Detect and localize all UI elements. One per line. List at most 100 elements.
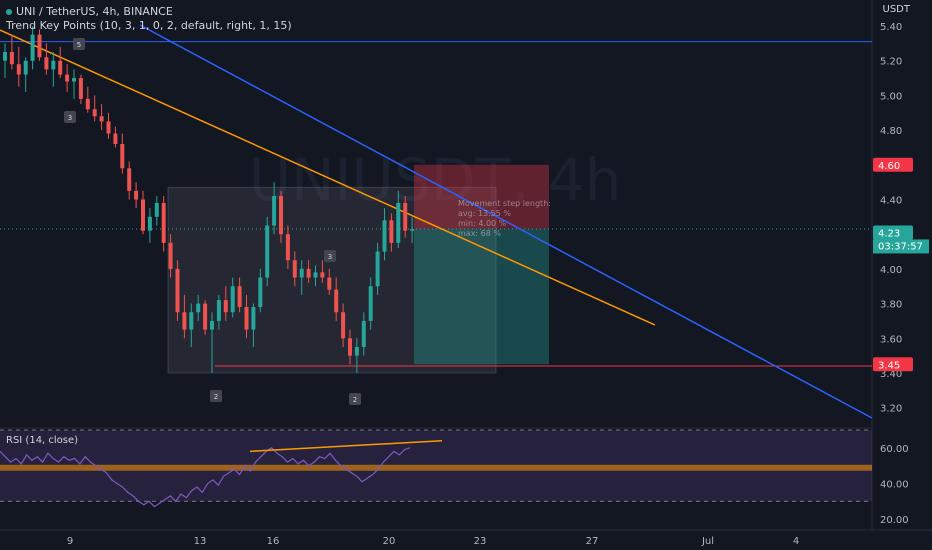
candle-body bbox=[147, 216, 152, 231]
candle-body bbox=[44, 57, 49, 70]
candle-body bbox=[92, 109, 97, 117]
candle-body bbox=[175, 268, 180, 313]
stop-zone bbox=[414, 228, 549, 365]
price-tick-label: 3.80 bbox=[880, 300, 902, 311]
trend-key-point-marker bbox=[64, 111, 76, 123]
time-tick-label: 13 bbox=[194, 536, 207, 547]
candle-body bbox=[306, 268, 311, 278]
candle-body bbox=[237, 286, 242, 308]
candle-body bbox=[251, 307, 256, 330]
candle-body bbox=[265, 225, 270, 278]
candle-body bbox=[30, 34, 35, 61]
candle-body bbox=[127, 168, 132, 191]
current-price-label-countdown: 03:37:57 bbox=[878, 241, 923, 252]
candle-body bbox=[361, 320, 366, 347]
trend-key-point-label: 2 bbox=[353, 396, 357, 404]
symbol-line: UNI / TetherUS, 4h, BINANCE bbox=[16, 5, 173, 18]
candle-body bbox=[223, 300, 228, 313]
rsi-divergence-line bbox=[249, 439, 443, 453]
time-tick-label: 27 bbox=[586, 536, 599, 547]
candle-body bbox=[230, 286, 235, 313]
candle-body bbox=[51, 60, 56, 70]
candle-body bbox=[334, 289, 339, 313]
info-box-text: avg: 13.55 % bbox=[458, 209, 511, 218]
rsi-tick-label: 60.00 bbox=[880, 444, 909, 455]
candle-body bbox=[210, 320, 214, 330]
candle-body bbox=[285, 234, 290, 261]
candle-body bbox=[182, 312, 187, 330]
trend-key-point-label: 3 bbox=[328, 253, 332, 261]
price-tick-label: 5.40 bbox=[880, 22, 902, 33]
time-tick-label: 4 bbox=[793, 536, 799, 547]
currency-label: USDT bbox=[882, 4, 910, 15]
rsi-midline-highlight bbox=[0, 464, 872, 471]
price-tick-label: 5.20 bbox=[880, 57, 902, 68]
candle-body bbox=[141, 199, 145, 231]
time-tick-label: 23 bbox=[474, 536, 487, 547]
candle-body bbox=[196, 303, 201, 313]
candle-body bbox=[85, 98, 90, 110]
price-tick-label: 4.00 bbox=[880, 265, 902, 276]
trend-key-point-marker bbox=[73, 38, 85, 50]
candle-body bbox=[23, 60, 28, 75]
candle-body bbox=[78, 78, 83, 99]
price-tick-label: 3.40 bbox=[880, 369, 902, 380]
trend-key-point-marker bbox=[324, 250, 336, 262]
candle-body bbox=[161, 202, 166, 243]
time-tick-label: 16 bbox=[267, 536, 280, 547]
target-price-label: 4.60 bbox=[878, 161, 900, 172]
candle-body bbox=[134, 190, 139, 200]
candle-body bbox=[58, 60, 63, 75]
candle-body bbox=[203, 303, 208, 330]
price-tick-label: 4.80 bbox=[880, 126, 902, 137]
orange-trendline bbox=[0, 29, 656, 326]
info-box-text: Movement step length: bbox=[458, 199, 551, 208]
candle-body bbox=[279, 196, 283, 235]
candle-body bbox=[37, 34, 42, 58]
candle-body bbox=[403, 202, 408, 231]
candle-body bbox=[320, 272, 325, 278]
trend-key-point-label: 3 bbox=[68, 114, 72, 122]
time-tick-label: 20 bbox=[383, 536, 396, 547]
candle-body bbox=[313, 272, 318, 278]
target-zone bbox=[414, 164, 549, 229]
candle-body bbox=[72, 78, 76, 82]
blue-trendline bbox=[139, 24, 873, 419]
candle-body bbox=[244, 307, 249, 330]
candle-body bbox=[396, 202, 401, 243]
trend-key-point-label: 2 bbox=[214, 393, 218, 401]
trend-key-point-label: 5 bbox=[77, 41, 81, 49]
info-box-text: min: 4.00 % bbox=[458, 219, 507, 228]
indicator-title[interactable]: Trend Key Points (10, 3, 1, 0, 2, defaul… bbox=[6, 19, 292, 32]
stop-price-label-bg bbox=[873, 357, 913, 372]
candle-body bbox=[375, 251, 380, 287]
current-price-label-countdown-bg bbox=[873, 239, 929, 254]
candle-body bbox=[189, 312, 194, 330]
watermark: UNIUSDT, 4h bbox=[249, 146, 622, 214]
candle-body bbox=[3, 52, 7, 61]
candle-body bbox=[216, 300, 221, 321]
candle-body bbox=[389, 220, 394, 243]
candle-body bbox=[154, 202, 159, 217]
candle-body bbox=[258, 277, 263, 308]
candle-body bbox=[327, 277, 332, 290]
candle-body bbox=[16, 64, 21, 75]
stop-price-label: 3.45 bbox=[878, 360, 900, 371]
candle-body bbox=[410, 228, 415, 231]
price-tick-label: 5.00 bbox=[880, 91, 902, 102]
candle-body bbox=[120, 143, 125, 169]
candle-body bbox=[292, 260, 297, 278]
trend-key-point-marker bbox=[349, 393, 361, 405]
candle-body bbox=[272, 196, 277, 226]
trend-key-point-marker bbox=[210, 390, 222, 402]
rsi-tick-label: 40.00 bbox=[880, 479, 909, 490]
candle-body bbox=[348, 338, 352, 356]
candle-body bbox=[99, 116, 104, 122]
candle-body bbox=[382, 220, 387, 252]
symbol-title: UNI / TetherUS, 4h, BINANCE bbox=[6, 5, 173, 18]
rsi-tick-label: 20.00 bbox=[880, 515, 909, 526]
time-tick-label: 9 bbox=[67, 536, 73, 547]
candle-body bbox=[354, 346, 359, 356]
candle-body bbox=[299, 268, 304, 278]
